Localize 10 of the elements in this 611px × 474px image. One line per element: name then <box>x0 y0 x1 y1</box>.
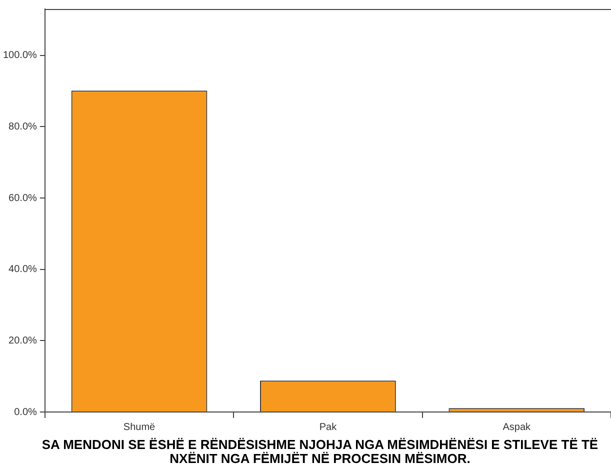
y-tick-label: 100.0% <box>2 50 38 62</box>
x-tick-label: Shumë <box>123 422 156 433</box>
y-tick-label: 60.0% <box>8 192 38 204</box>
y-tick-label: 20.0% <box>8 335 38 346</box>
x-tick-label: Aspak <box>502 422 532 433</box>
x-tick-label: Pak <box>319 422 338 433</box>
y-tick-label: 40.0% <box>8 264 38 276</box>
y-tick-label: 80.0% <box>8 121 38 132</box>
y-tick-label: 0.0% <box>14 406 38 418</box>
x-axis-title: SA MENDONI SE ËSHË E RËNDËSISHME NJOHJA NGA MËSIMDHËNËSI E STILEVE TË TË NXËNIT NGA FËMIJËT NË PROCESIN MËSIMOR. <box>40 437 600 466</box>
